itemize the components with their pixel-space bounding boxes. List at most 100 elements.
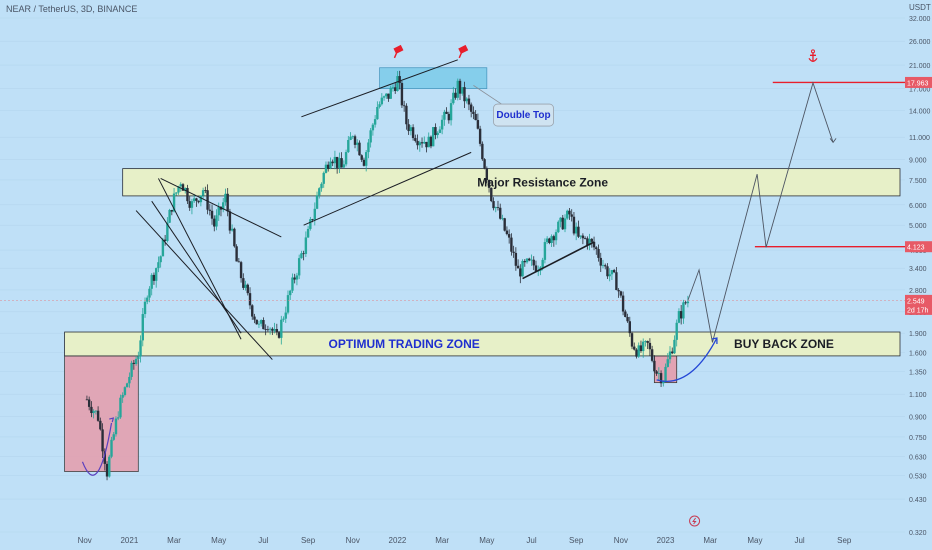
- hammer-icon: [393, 44, 404, 59]
- candle-body: [644, 340, 647, 342]
- candle-body: [463, 87, 466, 102]
- candle-body: [682, 302, 685, 319]
- candle-body: [499, 207, 502, 219]
- candle-body: [595, 247, 598, 250]
- curved-arrow-recent-head: [711, 337, 718, 344]
- price-tags-layer: 17.963 4.123 2.549 2d 17h: [905, 76, 932, 315]
- candle-body: [257, 323, 261, 325]
- candle-body: [99, 420, 102, 430]
- time-axis-tick: Sep: [837, 536, 852, 545]
- candle-body: [318, 188, 321, 196]
- candle-body: [458, 80, 462, 94]
- target-price-tag-low: [905, 241, 932, 253]
- price-axis-tick: 7.500: [909, 178, 927, 185]
- candle-body: [387, 93, 390, 99]
- candle-body: [322, 172, 325, 184]
- candle-body: [103, 451, 107, 464]
- falling-wedge-line-lower: [151, 200, 242, 334]
- candle-body: [201, 190, 205, 196]
- candle-body: [166, 222, 169, 241]
- candle-body: [188, 201, 191, 208]
- candle-body: [648, 342, 652, 350]
- candle-body: [378, 104, 381, 107]
- candle-body: [304, 237, 308, 254]
- candle-body: [485, 168, 489, 181]
- candle-body: [679, 311, 683, 319]
- time-axis-tick: Nov: [78, 536, 92, 545]
- candle-body: [514, 252, 518, 266]
- time-axis-tick: Nov: [346, 536, 360, 545]
- optimum-trading-zone: [64, 331, 901, 357]
- candle-body: [157, 262, 160, 269]
- candle-body: [175, 192, 178, 194]
- candle-body: [447, 113, 451, 121]
- candle-body: [657, 373, 661, 374]
- candle-body: [673, 339, 676, 354]
- time-axis[interactable]: Nov 2021 Mar May Jul Sep Nov 2022 Mar May Jul Sep No…: [78, 536, 852, 545]
- candle-body: [402, 105, 406, 107]
- candle-body: [599, 257, 602, 266]
- candle-body: [545, 238, 549, 243]
- ascending-channel-top: [301, 59, 458, 118]
- candle-body: [416, 140, 419, 146]
- candle-body: [286, 295, 290, 313]
- descending-resistance-line: [160, 178, 282, 238]
- axis-currency-label: USDT: [909, 3, 931, 12]
- price-axis-tick: 2.800: [909, 288, 927, 295]
- candle-body: [637, 345, 640, 357]
- candle-body: [391, 87, 395, 89]
- candle-body: [579, 235, 582, 237]
- candle-body: [112, 434, 115, 440]
- time-axis-tick: Mar: [703, 536, 717, 545]
- candle-body: [666, 359, 669, 367]
- target-price-tag-high: [905, 76, 932, 88]
- candle-body: [275, 329, 279, 333]
- candle-body: [454, 92, 457, 98]
- candle-body: [503, 218, 506, 231]
- candle-body: [425, 141, 428, 148]
- candle-body: [398, 76, 401, 84]
- double-top-callout-box: [493, 103, 554, 127]
- candle-body: [105, 463, 109, 477]
- candle-body: [590, 238, 594, 242]
- candle-body: [235, 246, 238, 262]
- candle-body: [206, 190, 209, 210]
- price-axis-tick: 1.900: [909, 331, 927, 338]
- candle-body: [469, 104, 473, 112]
- candle-body: [606, 266, 609, 277]
- candle-body: [628, 321, 631, 334]
- candle-body: [570, 214, 573, 217]
- candle-body: [671, 351, 674, 354]
- candle-body: [161, 239, 165, 257]
- candle-body: [289, 290, 292, 296]
- candle-body: [280, 319, 283, 338]
- candle-body: [483, 159, 486, 169]
- candle-body: [376, 106, 379, 120]
- candle-body: [409, 127, 413, 132]
- candle-body: [170, 209, 174, 212]
- candle-body: [561, 217, 564, 230]
- candle-body: [655, 371, 658, 374]
- candle-body: [641, 341, 645, 352]
- candle-body: [411, 127, 415, 139]
- candle-body: [592, 241, 596, 248]
- candle-body: [369, 130, 372, 143]
- candle-body: [331, 161, 334, 164]
- candle-body: [101, 429, 104, 452]
- candle-body: [650, 349, 654, 361]
- candle-body: [662, 381, 665, 384]
- candle-body: [394, 87, 397, 92]
- buy-back-zone-label: BUY BACK ZONE: [734, 337, 834, 351]
- candle-body: [117, 417, 120, 419]
- candle-body: [532, 259, 535, 266]
- candle-body: [559, 217, 562, 222]
- candle-body: [490, 187, 493, 202]
- candle-body: [204, 190, 207, 191]
- curved-arrow-bottom-head: [109, 417, 115, 423]
- event-marker-icon: [689, 515, 701, 527]
- candle-body: [635, 349, 638, 357]
- candle-body: [94, 410, 98, 412]
- candle-body: [563, 218, 567, 230]
